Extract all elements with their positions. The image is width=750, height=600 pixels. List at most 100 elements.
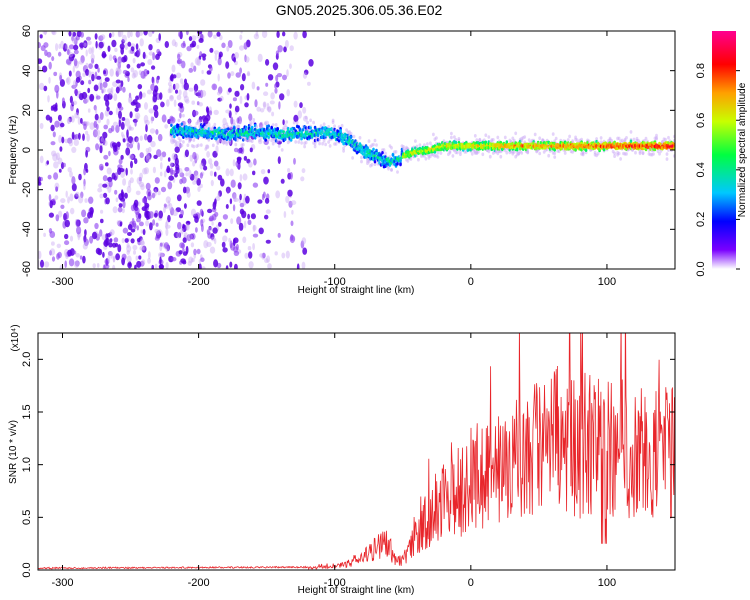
spectrogram-noise-cell bbox=[147, 193, 152, 201]
spectrogram-noise-cell bbox=[229, 261, 233, 268]
spectrogram-noise-cell bbox=[71, 101, 75, 107]
spectrogram-noise-cell bbox=[160, 162, 163, 170]
spectrogram-ridge-cell bbox=[267, 124, 271, 128]
spectrogram-noise-cell bbox=[103, 94, 110, 102]
spectrogram-noise-cell bbox=[247, 219, 252, 225]
spectrogram-ridge-cell bbox=[173, 134, 176, 139]
spectrogram-noise-cell bbox=[193, 65, 197, 72]
spectrogram-ridge-cell bbox=[253, 136, 257, 140]
spectrogram-noise-cell bbox=[82, 255, 86, 264]
spectrogram-halo-cell bbox=[375, 143, 378, 147]
spectrogram-noise-cell bbox=[289, 45, 294, 52]
spectrogram-noise-cell bbox=[151, 31, 155, 34]
spectrogram-noise-cell bbox=[207, 208, 213, 214]
spectrogram-noise-cell bbox=[96, 232, 101, 238]
spectrogram-noise-cell bbox=[78, 60, 84, 65]
spectrogram-halo-cell bbox=[312, 120, 315, 125]
spectrogram-noise-cell bbox=[274, 83, 277, 89]
spectrogram-noise-cell bbox=[102, 264, 106, 269]
spectrogram-noise-cell bbox=[154, 188, 157, 196]
spectrogram-noise-cell bbox=[102, 131, 108, 139]
spectrogram-noise-cell bbox=[66, 118, 72, 124]
spectrogram-noise-cell bbox=[218, 190, 223, 197]
spectrogram-noise-cell bbox=[116, 220, 120, 226]
spectrogram-noise-cell bbox=[239, 34, 243, 40]
spectrogram-noise-cell bbox=[248, 113, 253, 121]
spectrogram-noise-cell bbox=[232, 204, 236, 212]
spectrogram-noise-cell bbox=[141, 245, 147, 253]
spectrogram-noise-cell bbox=[238, 222, 244, 231]
spectrogram-noise-cell bbox=[68, 140, 73, 147]
spectrogram-noise-cell bbox=[115, 70, 120, 77]
spectrogram-noise-cell bbox=[167, 200, 171, 207]
spectrogram-noise-cell bbox=[80, 191, 84, 199]
spectrogram-noise-cell bbox=[71, 35, 75, 42]
spectrogram-x-axis-label: Height of straight line (km) bbox=[298, 285, 415, 296]
spectrogram-noise-cell bbox=[263, 102, 266, 110]
spectrogram-noise-cell bbox=[229, 103, 232, 109]
spectrogram-noise-cell bbox=[239, 202, 245, 208]
spectrogram-noise-cell bbox=[85, 150, 88, 158]
spectrogram-noise-cell bbox=[136, 63, 141, 69]
spectrogram-halo-cell bbox=[373, 162, 377, 166]
spectrogram-noise-cell bbox=[90, 53, 95, 61]
spectrogram-noise-cell bbox=[80, 117, 83, 124]
spectrogram-noise-cell bbox=[102, 175, 108, 182]
spectrogram-noise-cell bbox=[125, 167, 128, 176]
spectrogram-noise-cell bbox=[55, 214, 60, 222]
spectrogram-noise-cell bbox=[283, 46, 287, 53]
spectrogram-halo-cell bbox=[170, 120, 173, 125]
spectrogram-halo-cell bbox=[188, 121, 191, 126]
spectrogram-noise-cell bbox=[174, 41, 178, 48]
spectrogram-noise-cell bbox=[73, 58, 78, 67]
spectrogram-noise-cell bbox=[192, 160, 196, 167]
spectrogram-noise-cell bbox=[81, 91, 88, 100]
spectrogram-noise-cell bbox=[43, 232, 46, 237]
spectrogram-noise-cell bbox=[139, 238, 145, 246]
spectrogram-noise-cell bbox=[173, 153, 178, 161]
spectrogram-noise-cell bbox=[99, 193, 104, 199]
spectrogram-noise-cell bbox=[51, 241, 55, 246]
spectrogram-noise-cell bbox=[115, 124, 120, 133]
spectrogram-noise-cell bbox=[53, 71, 58, 77]
spectrogram-noise-cell bbox=[78, 173, 82, 181]
spectrogram-noise-cell bbox=[47, 174, 52, 180]
spectrogram-noise-cell bbox=[147, 251, 151, 260]
spectrogram-noise-cell bbox=[169, 95, 174, 102]
spectrogram-noise-cell bbox=[128, 124, 132, 130]
spectrogram-noise-cell bbox=[285, 250, 290, 259]
spectrogram-noise-cell bbox=[96, 263, 100, 268]
spectrogram-noise-cell bbox=[209, 110, 213, 116]
spectrogram-noise-cell bbox=[126, 250, 130, 255]
spectrogram-noise-cell bbox=[251, 81, 256, 90]
spectrogram-noise-cell bbox=[74, 112, 80, 119]
spectrogram-noise-cell bbox=[133, 223, 137, 230]
spectrogram-noise-cell bbox=[81, 209, 87, 218]
spectrogram-noise-cell bbox=[260, 169, 266, 175]
spectrogram-noise-cell bbox=[201, 158, 207, 167]
spectrogram-noise-cell bbox=[188, 169, 192, 178]
spectrogram-noise-cell bbox=[164, 221, 168, 230]
spectrogram-noise-cell bbox=[180, 42, 186, 49]
spectrogram-noise-cell bbox=[185, 172, 189, 177]
spectrogram-halo-cell bbox=[342, 149, 345, 153]
spectrogram-noise-cell bbox=[152, 219, 156, 226]
spectrogram-noise-cell bbox=[277, 45, 283, 53]
spectrogram-noise-cell bbox=[142, 228, 146, 236]
spectrogram-noise-cell bbox=[124, 238, 129, 243]
colorbar-tick-label: 0.6 bbox=[695, 113, 707, 128]
spectrogram-noise-cell bbox=[55, 186, 59, 193]
spectrogram-noise-cell bbox=[128, 142, 134, 149]
spectrogram-y-tick-label: -60 bbox=[21, 261, 33, 277]
spectrogram-halo-cell bbox=[183, 121, 187, 125]
spectrogram-noise-cell bbox=[52, 106, 58, 112]
snr-x-tick-label: 100 bbox=[598, 577, 616, 589]
spectrogram-noise-cell bbox=[73, 260, 80, 268]
spectrogram-noise-cell bbox=[217, 192, 220, 198]
spectrogram-noise-cell bbox=[153, 109, 159, 119]
spectrogram-noise-cell bbox=[259, 108, 265, 113]
spectrogram-noise-cell bbox=[274, 87, 278, 94]
spectrogram-noise-cell bbox=[80, 80, 85, 86]
spectrogram-noise-cell bbox=[293, 157, 296, 165]
spectrogram-ridge-cell bbox=[301, 128, 305, 132]
